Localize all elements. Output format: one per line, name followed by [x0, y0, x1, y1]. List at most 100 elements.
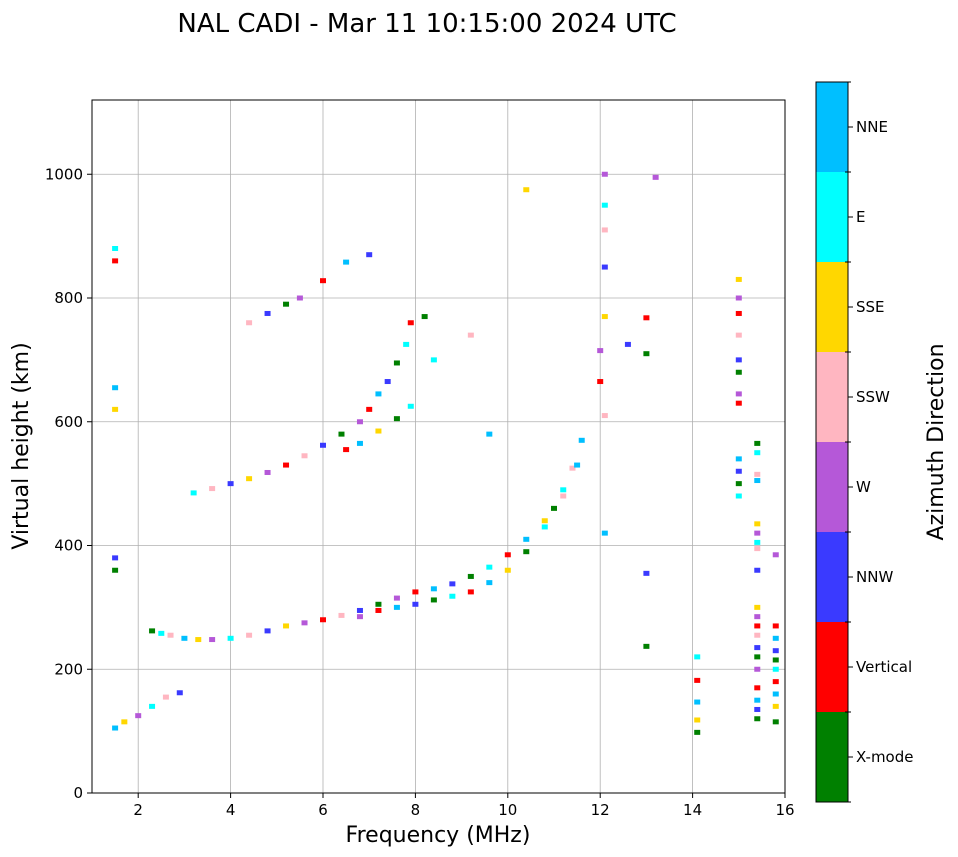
data-point — [135, 713, 142, 719]
data-point — [430, 586, 437, 592]
data-point — [264, 469, 271, 475]
data-point — [375, 391, 382, 397]
data-point — [246, 632, 253, 638]
data-point — [772, 691, 779, 697]
data-point — [735, 276, 742, 282]
colorbar-frame — [815, 81, 849, 803]
data-point — [523, 187, 530, 193]
plot-background — [92, 100, 785, 793]
x-tick-label: 2 — [133, 801, 143, 819]
data-point — [601, 171, 608, 177]
data-point — [754, 685, 761, 691]
data-point — [246, 476, 253, 482]
data-point — [283, 301, 290, 307]
y-tick-label: 200 — [54, 660, 83, 678]
data-point — [772, 648, 779, 654]
x-tick-label: 4 — [226, 801, 236, 819]
colorbar-category-label: NNE — [856, 118, 888, 136]
data-point — [158, 630, 165, 636]
data-point — [772, 635, 779, 641]
data-point — [601, 413, 608, 419]
data-point — [754, 666, 761, 672]
colorbar-category-label: W — [856, 478, 871, 496]
x-tick-label: 6 — [318, 801, 328, 819]
data-point — [754, 604, 761, 610]
colorbar-label: Azimuth Direction — [924, 343, 949, 540]
data-point — [601, 264, 608, 270]
data-point — [393, 595, 400, 601]
data-point — [560, 493, 567, 499]
data-point — [356, 607, 363, 613]
data-point — [735, 295, 742, 301]
data-point — [754, 654, 761, 660]
data-point — [754, 539, 761, 545]
data-point — [343, 447, 350, 453]
data-point — [694, 699, 701, 705]
data-point — [264, 628, 271, 634]
grid-lines — [92, 100, 786, 794]
data-point — [735, 357, 742, 363]
data-point — [754, 697, 761, 703]
data-point — [504, 567, 511, 573]
data-point — [338, 431, 345, 437]
data-point — [643, 351, 650, 357]
data-point — [486, 564, 493, 570]
data-point — [195, 637, 202, 643]
data-point — [375, 428, 382, 434]
data-point — [112, 385, 119, 391]
colorbar-category-label: X-mode — [856, 748, 913, 766]
colorbar-segment — [816, 82, 848, 172]
data-point — [112, 406, 119, 412]
colorbar-segment — [816, 262, 848, 352]
data-point — [694, 729, 701, 735]
y-tick-label: 600 — [54, 413, 83, 431]
data-point — [601, 530, 608, 536]
data-point — [227, 635, 234, 641]
data-point — [112, 246, 119, 251]
data-point — [430, 597, 437, 603]
data-point — [624, 341, 631, 347]
data-point — [209, 637, 216, 643]
data-point — [384, 379, 391, 385]
data-point — [486, 580, 493, 586]
data-point — [393, 416, 400, 422]
colorbar-category-label: E — [856, 208, 865, 226]
data-point — [412, 601, 419, 607]
data-points — [112, 171, 779, 735]
x-tick-label: 16 — [775, 801, 794, 819]
data-point — [754, 706, 761, 712]
data-point — [694, 717, 701, 723]
data-point — [754, 645, 761, 651]
x-tick-label: 10 — [498, 801, 517, 819]
data-point — [735, 481, 742, 487]
data-point — [366, 406, 373, 412]
data-point — [393, 360, 400, 366]
data-point — [112, 258, 119, 264]
data-point — [551, 505, 557, 511]
colorbar-segment — [816, 622, 848, 712]
x-tick-label: 8 — [411, 801, 421, 819]
data-point — [754, 471, 761, 477]
data-point — [112, 555, 119, 561]
data-point — [574, 462, 581, 468]
y-tick-label: 400 — [54, 537, 83, 555]
data-point — [449, 581, 456, 587]
data-point — [735, 493, 742, 499]
data-point — [601, 314, 608, 320]
data-point — [112, 567, 119, 573]
colorbar-segment — [816, 442, 848, 532]
data-point — [296, 295, 303, 301]
data-point — [412, 589, 419, 595]
data-point — [601, 227, 608, 233]
data-point — [541, 524, 548, 530]
data-point — [754, 440, 761, 446]
data-point — [560, 487, 567, 493]
data-point — [375, 601, 382, 607]
data-point — [597, 379, 604, 385]
data-point — [301, 453, 308, 459]
colorbar-category-label: SSE — [856, 298, 885, 316]
data-point — [772, 666, 779, 672]
data-point — [754, 521, 761, 527]
data-point — [694, 654, 701, 660]
data-point — [735, 310, 742, 316]
